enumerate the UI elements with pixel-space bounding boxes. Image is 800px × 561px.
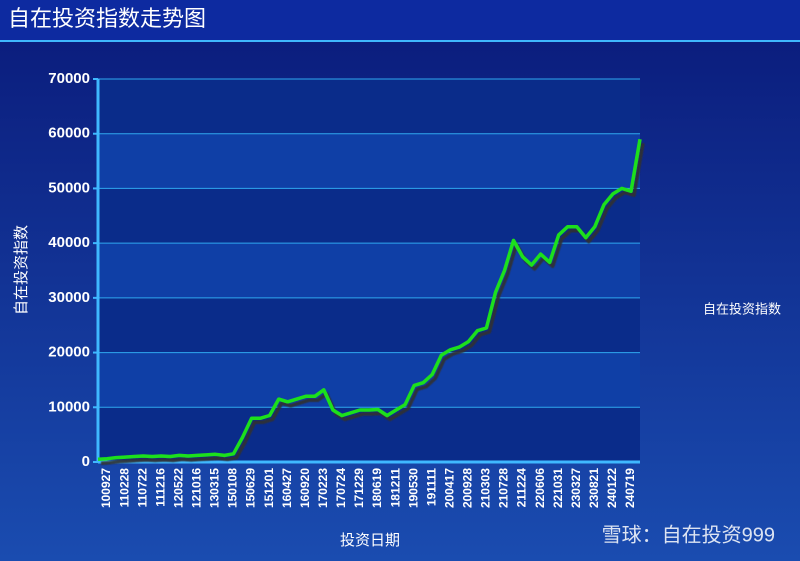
x-tick-label: 210728: [497, 468, 511, 508]
x-tick-label: 200928: [461, 468, 475, 508]
y-tick-label: 10000: [48, 398, 90, 415]
y-tick-label: 20000: [48, 344, 90, 361]
title-bar: [0, 0, 800, 40]
y-tick-label: 40000: [48, 234, 90, 251]
chart-title: 自在投资指数走势图: [8, 6, 206, 31]
x-tick-label: 240122: [605, 468, 619, 508]
plot-band: [98, 297, 640, 353]
x-tick-label: 121016: [190, 468, 204, 508]
legend-label: 自在投资指数: [703, 301, 781, 316]
x-tick-label: 120522: [171, 468, 185, 508]
y-tick-label: 0: [82, 453, 90, 470]
x-tick-label: 220606: [533, 468, 547, 508]
x-tick-label: 151201: [262, 468, 276, 508]
x-tick-label: 110722: [135, 468, 149, 508]
x-tick-label: 150108: [226, 468, 240, 508]
x-tick-label: 230821: [587, 468, 601, 508]
x-tick-label: 240719: [623, 468, 637, 508]
x-tick-label: 160920: [298, 468, 312, 508]
x-tick-label: 230327: [569, 468, 583, 508]
x-tick-label: 110228: [117, 468, 131, 508]
plot-band: [98, 188, 640, 244]
x-tick-label: 111216: [153, 468, 167, 507]
x-tick-label: 221031: [551, 468, 565, 508]
plot-band: [98, 79, 640, 134]
x-tick-label: 180619: [370, 468, 384, 508]
x-axis-label: 投资日期: [340, 532, 400, 549]
x-tick-label: 170223: [316, 468, 330, 508]
series-line: [97, 138, 642, 462]
plot-band: [98, 407, 640, 462]
plot-band: [98, 243, 640, 298]
x-tick-label: 160427: [280, 468, 294, 508]
x-tick-label: 211224: [515, 468, 529, 508]
x-tick-label: 200417: [442, 468, 456, 508]
watermark: 雪球：自在投资999: [602, 523, 775, 546]
plot-band: [98, 133, 640, 189]
x-tick-label: 210303: [479, 468, 493, 508]
x-tick-label: 190530: [406, 468, 420, 508]
y-axis-label: 自在投资指数: [13, 225, 30, 315]
x-tick-label: 181211: [388, 468, 402, 508]
x-tick-label: 150629: [244, 468, 258, 508]
y-tick-label: 30000: [48, 289, 90, 306]
x-tick-label: 130315: [208, 468, 222, 508]
x-tick-label: 170724: [334, 468, 348, 508]
x-tick-label: 191111: [424, 468, 438, 506]
y-tick-label: 70000: [48, 70, 90, 87]
plot-band: [98, 352, 640, 408]
y-tick-label: 50000: [48, 179, 90, 196]
x-tick-label: 100927: [99, 468, 113, 508]
x-tick-label: 171229: [352, 468, 366, 508]
y-tick-label: 60000: [48, 125, 90, 142]
